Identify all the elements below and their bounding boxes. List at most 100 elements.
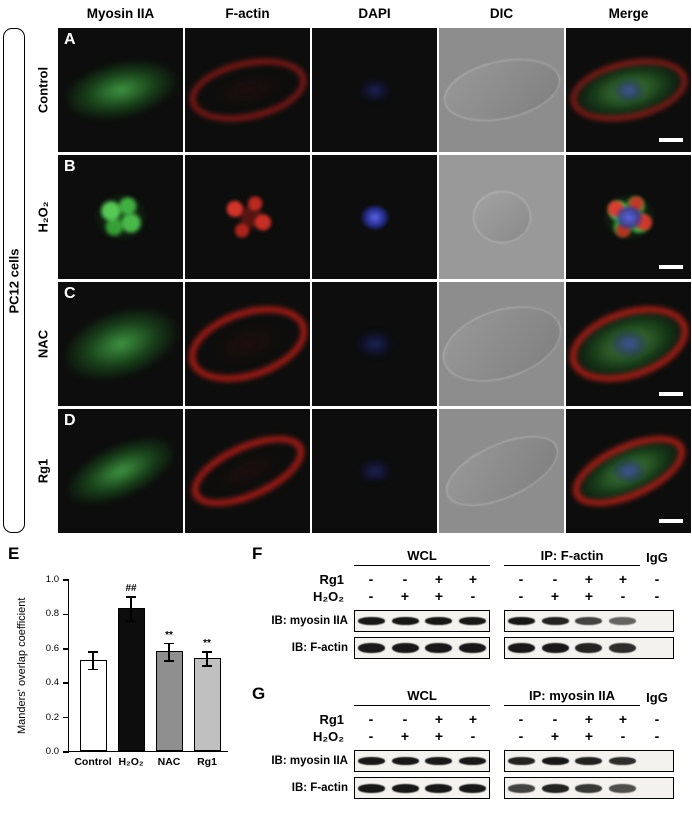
band — [425, 617, 453, 625]
dapi-image — [312, 409, 437, 533]
cell-cortex — [185, 49, 310, 131]
lane — [606, 643, 640, 653]
ip-blot — [504, 637, 674, 659]
sign: - — [518, 728, 524, 744]
y-tick-label: 0.6 — [45, 642, 59, 654]
blot-label: IB: F-actin — [291, 782, 348, 794]
band — [541, 757, 569, 765]
y-tick — [63, 613, 69, 616]
sign: - — [368, 588, 374, 604]
myosin-image: A — [58, 28, 183, 152]
lane — [572, 617, 606, 625]
lane — [355, 643, 389, 653]
lane — [505, 757, 539, 765]
band — [358, 617, 386, 625]
sign: - — [368, 571, 374, 587]
panel-e-letter: E — [8, 544, 20, 563]
cell-body — [58, 49, 183, 131]
lane — [539, 757, 573, 765]
band — [425, 783, 453, 793]
ip-signs: - - + + — [504, 711, 640, 728]
y-tick — [63, 579, 69, 581]
panel-g-content: WCL IP: myosin IIA IgG Rg1- - + + - - + + - H₂O₂ - + + -… — [262, 688, 674, 799]
band — [575, 643, 603, 653]
blot-label: IB: myosin IIA — [271, 615, 348, 627]
lane — [456, 757, 490, 765]
error-cap-bottom — [88, 668, 98, 671]
error-bar — [130, 597, 132, 622]
lane — [572, 757, 606, 765]
panel-letter: B — [64, 158, 76, 175]
ip-signs: - + + - — [504, 728, 640, 745]
panel-f-content: WCL IP: F-actin IgG Rg1- - + + - - + + - H₂O₂ - + + - - + +… — [262, 548, 674, 659]
sign: - — [470, 588, 476, 604]
band — [458, 617, 486, 625]
error-cap-bottom — [202, 665, 212, 667]
lane — [389, 783, 423, 793]
wcl-blot — [354, 750, 490, 772]
lane — [539, 617, 573, 625]
myosin-image: B — [58, 155, 183, 279]
wcl-signs: - + + - — [354, 728, 490, 745]
row-label: Rg1 — [28, 409, 58, 533]
band — [508, 643, 536, 653]
band — [425, 757, 453, 765]
sign: + — [400, 588, 410, 604]
column-header-dic: DIC — [489, 6, 514, 21]
micro-row: Control A — [28, 28, 692, 152]
wcl-blot — [354, 637, 490, 659]
blot-header-row: WCL IP: F-actin IgG — [262, 548, 674, 566]
nucleus — [359, 204, 390, 231]
band — [458, 643, 486, 653]
treatment-label: Rg1 — [319, 572, 344, 587]
row-label: H₂O₂ — [28, 155, 58, 279]
lane — [422, 757, 456, 765]
dapi-image — [312, 282, 437, 406]
group-header-igg: IgG — [646, 689, 668, 705]
sign: - — [620, 728, 626, 744]
sign: - — [518, 711, 524, 727]
dic-image — [439, 409, 564, 533]
cell-outline — [439, 292, 564, 396]
group-header-wcl: WCL — [354, 548, 490, 566]
lane — [355, 757, 389, 765]
group-header-wcl: WCL — [354, 688, 490, 706]
factin-image — [185, 409, 310, 533]
micro-row: Rg1 D — [28, 409, 692, 533]
igg-sign: - — [640, 711, 674, 728]
band — [609, 643, 637, 653]
lane — [389, 757, 423, 765]
lane — [456, 643, 490, 653]
column-header-factin: F-actin — [225, 6, 270, 21]
wcl-signs: - - + + — [354, 711, 490, 728]
bar-plot: 0.0 0.2 0.4 0.6 0.8 1.0 Control ## H₂O₂ ** NAC ** Rg… — [46, 574, 228, 768]
band — [575, 617, 603, 625]
nucleus — [608, 329, 649, 359]
sign: - — [654, 728, 660, 744]
lane — [422, 643, 456, 653]
group-header-igg: IgG — [646, 549, 668, 565]
ip-signs: - + + - — [504, 588, 640, 605]
column-header-merge: Merge — [608, 6, 649, 21]
panel-letter: C — [64, 285, 76, 302]
error-bar — [206, 652, 208, 666]
group-header-ip: IP: F-actin — [504, 548, 640, 566]
row-label: NAC — [28, 282, 58, 406]
lane — [456, 617, 490, 625]
sign: - — [654, 588, 660, 604]
band — [575, 783, 603, 793]
treatment-label: H₂O₂ — [312, 729, 344, 744]
band — [609, 757, 637, 765]
lane — [539, 783, 573, 793]
dic-image — [439, 155, 564, 279]
blot-row: IB: F-actin — [262, 637, 674, 659]
myosin-image: C — [58, 282, 183, 406]
sign: - — [402, 711, 408, 727]
nucleus — [610, 458, 647, 484]
treatment-row: H₂O₂ - + + - - + + - - — [262, 588, 674, 605]
bar — [79, 659, 107, 751]
sign: + — [584, 728, 594, 744]
sign: - — [620, 588, 626, 604]
bar — [155, 651, 183, 751]
merge-image — [566, 155, 691, 279]
